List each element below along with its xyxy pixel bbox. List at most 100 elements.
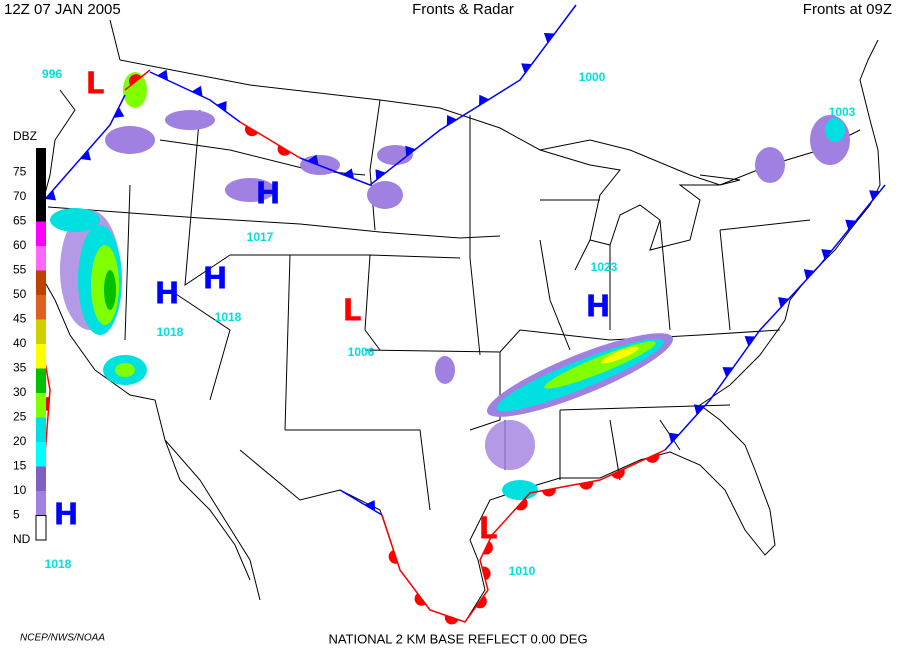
pressure-value: 1003 <box>829 105 856 119</box>
legend-label: 60 <box>13 238 27 252</box>
front-symbol <box>307 154 319 166</box>
front-symbol <box>515 498 528 511</box>
legend-label: 50 <box>13 287 27 301</box>
cold-front <box>664 184 886 451</box>
front-symbol <box>80 149 91 161</box>
front-symbol <box>543 32 555 44</box>
front-symbol <box>375 169 386 181</box>
cold-front <box>149 71 241 123</box>
front-symbol <box>845 219 856 231</box>
legend-label: 30 <box>13 385 27 399</box>
front-symbol <box>521 63 532 74</box>
low-symbol: L <box>342 294 361 329</box>
legend-title: DBZ <box>13 129 37 143</box>
legend-label: 70 <box>13 189 27 203</box>
pressure-value: 1006 <box>348 345 375 359</box>
low-symbol: L <box>85 67 104 102</box>
legend-swatch <box>36 491 46 516</box>
front-symbol <box>693 404 705 415</box>
warm-front <box>381 514 493 623</box>
front-symbol <box>216 101 227 112</box>
front-symbol <box>579 481 594 490</box>
pressure-value: 1018 <box>45 557 72 571</box>
legend-swatch <box>36 172 46 197</box>
header-right: Fronts at 09Z <box>803 1 892 18</box>
front-symbol <box>364 500 376 511</box>
front-symbol <box>277 145 291 156</box>
front-symbol <box>414 593 426 606</box>
legend-label: 40 <box>13 336 27 350</box>
legend-swatch <box>36 417 46 442</box>
pressure-value: 1023 <box>591 260 618 274</box>
legend-label: 45 <box>13 312 27 326</box>
legend-swatch <box>35 515 47 541</box>
legend-swatch <box>36 344 46 369</box>
legend: 75 70 65 60 55 50 45 40 35 30 25 20 15 10 5 ND <box>13 148 47 546</box>
legend-swatch <box>36 466 46 491</box>
legend-swatch <box>36 221 46 246</box>
footer-credit: NCEP/NWS/NOAA <box>20 633 105 644</box>
front-symbol <box>668 432 680 444</box>
legend-label: 10 <box>13 483 27 497</box>
front-symbol <box>446 114 457 126</box>
legend-swatch <box>36 319 46 344</box>
front-symbol <box>444 615 459 625</box>
legend-label: 5 <box>13 508 20 522</box>
front-symbol <box>611 468 625 479</box>
legend-label: 15 <box>13 459 27 473</box>
front-symbol <box>157 69 169 81</box>
front-symbol <box>479 94 490 106</box>
front-symbol <box>482 541 493 555</box>
cold-front <box>39 94 126 206</box>
pressure-value: 1018 <box>215 310 242 324</box>
legend-swatch <box>36 197 46 222</box>
pressure-value: 1010 <box>509 564 536 578</box>
cold-front <box>339 489 383 516</box>
high-symbol: H <box>585 290 610 325</box>
warm-front <box>491 449 666 536</box>
low-symbol: L <box>478 512 497 547</box>
pressure-value: 1017 <box>247 230 274 244</box>
high-symbol: H <box>154 277 179 312</box>
front-symbol <box>191 85 203 97</box>
footer-product: NATIONAL 2 KM BASE REFLECT 0.00 DEG <box>328 631 587 646</box>
front-symbol <box>481 566 491 581</box>
warm-front <box>239 121 301 159</box>
pressure-value: 996 <box>42 67 62 81</box>
coastline <box>37 39 881 623</box>
front-symbol <box>744 336 756 347</box>
fronts <box>37 4 886 625</box>
legend-label: ND <box>13 532 31 546</box>
great-lakes <box>539 149 741 271</box>
legend-label: 75 <box>13 165 27 179</box>
header-center: Fronts & Radar <box>412 1 514 18</box>
high-symbol: H <box>53 498 78 533</box>
front-symbol <box>778 297 789 308</box>
header-left: 12Z 07 JAN 2005 <box>4 1 121 18</box>
high-symbol: H <box>255 177 280 212</box>
warm-front <box>124 69 151 91</box>
legend-swatch <box>36 246 46 271</box>
radar-echoes <box>50 72 850 500</box>
legend-label: 65 <box>13 214 27 228</box>
legend-label: 25 <box>13 410 27 424</box>
legend-label: 55 <box>13 263 27 277</box>
front-symbol <box>869 190 880 201</box>
front-symbol <box>821 249 833 260</box>
high-symbol: H <box>202 262 227 297</box>
front-symbol <box>128 74 142 86</box>
pressure-value: 1000 <box>579 70 606 84</box>
front-symbol <box>475 595 487 609</box>
legend-label: 35 <box>13 361 27 375</box>
front-symbol <box>388 550 398 564</box>
legend-swatch <box>36 442 46 467</box>
front-symbol <box>405 145 416 157</box>
front-symbol <box>722 367 734 378</box>
front-symbol <box>45 189 56 201</box>
front-symbol <box>803 269 815 280</box>
legend-swatch <box>36 368 46 393</box>
cold-front <box>299 4 577 186</box>
legend-swatch <box>36 295 46 320</box>
